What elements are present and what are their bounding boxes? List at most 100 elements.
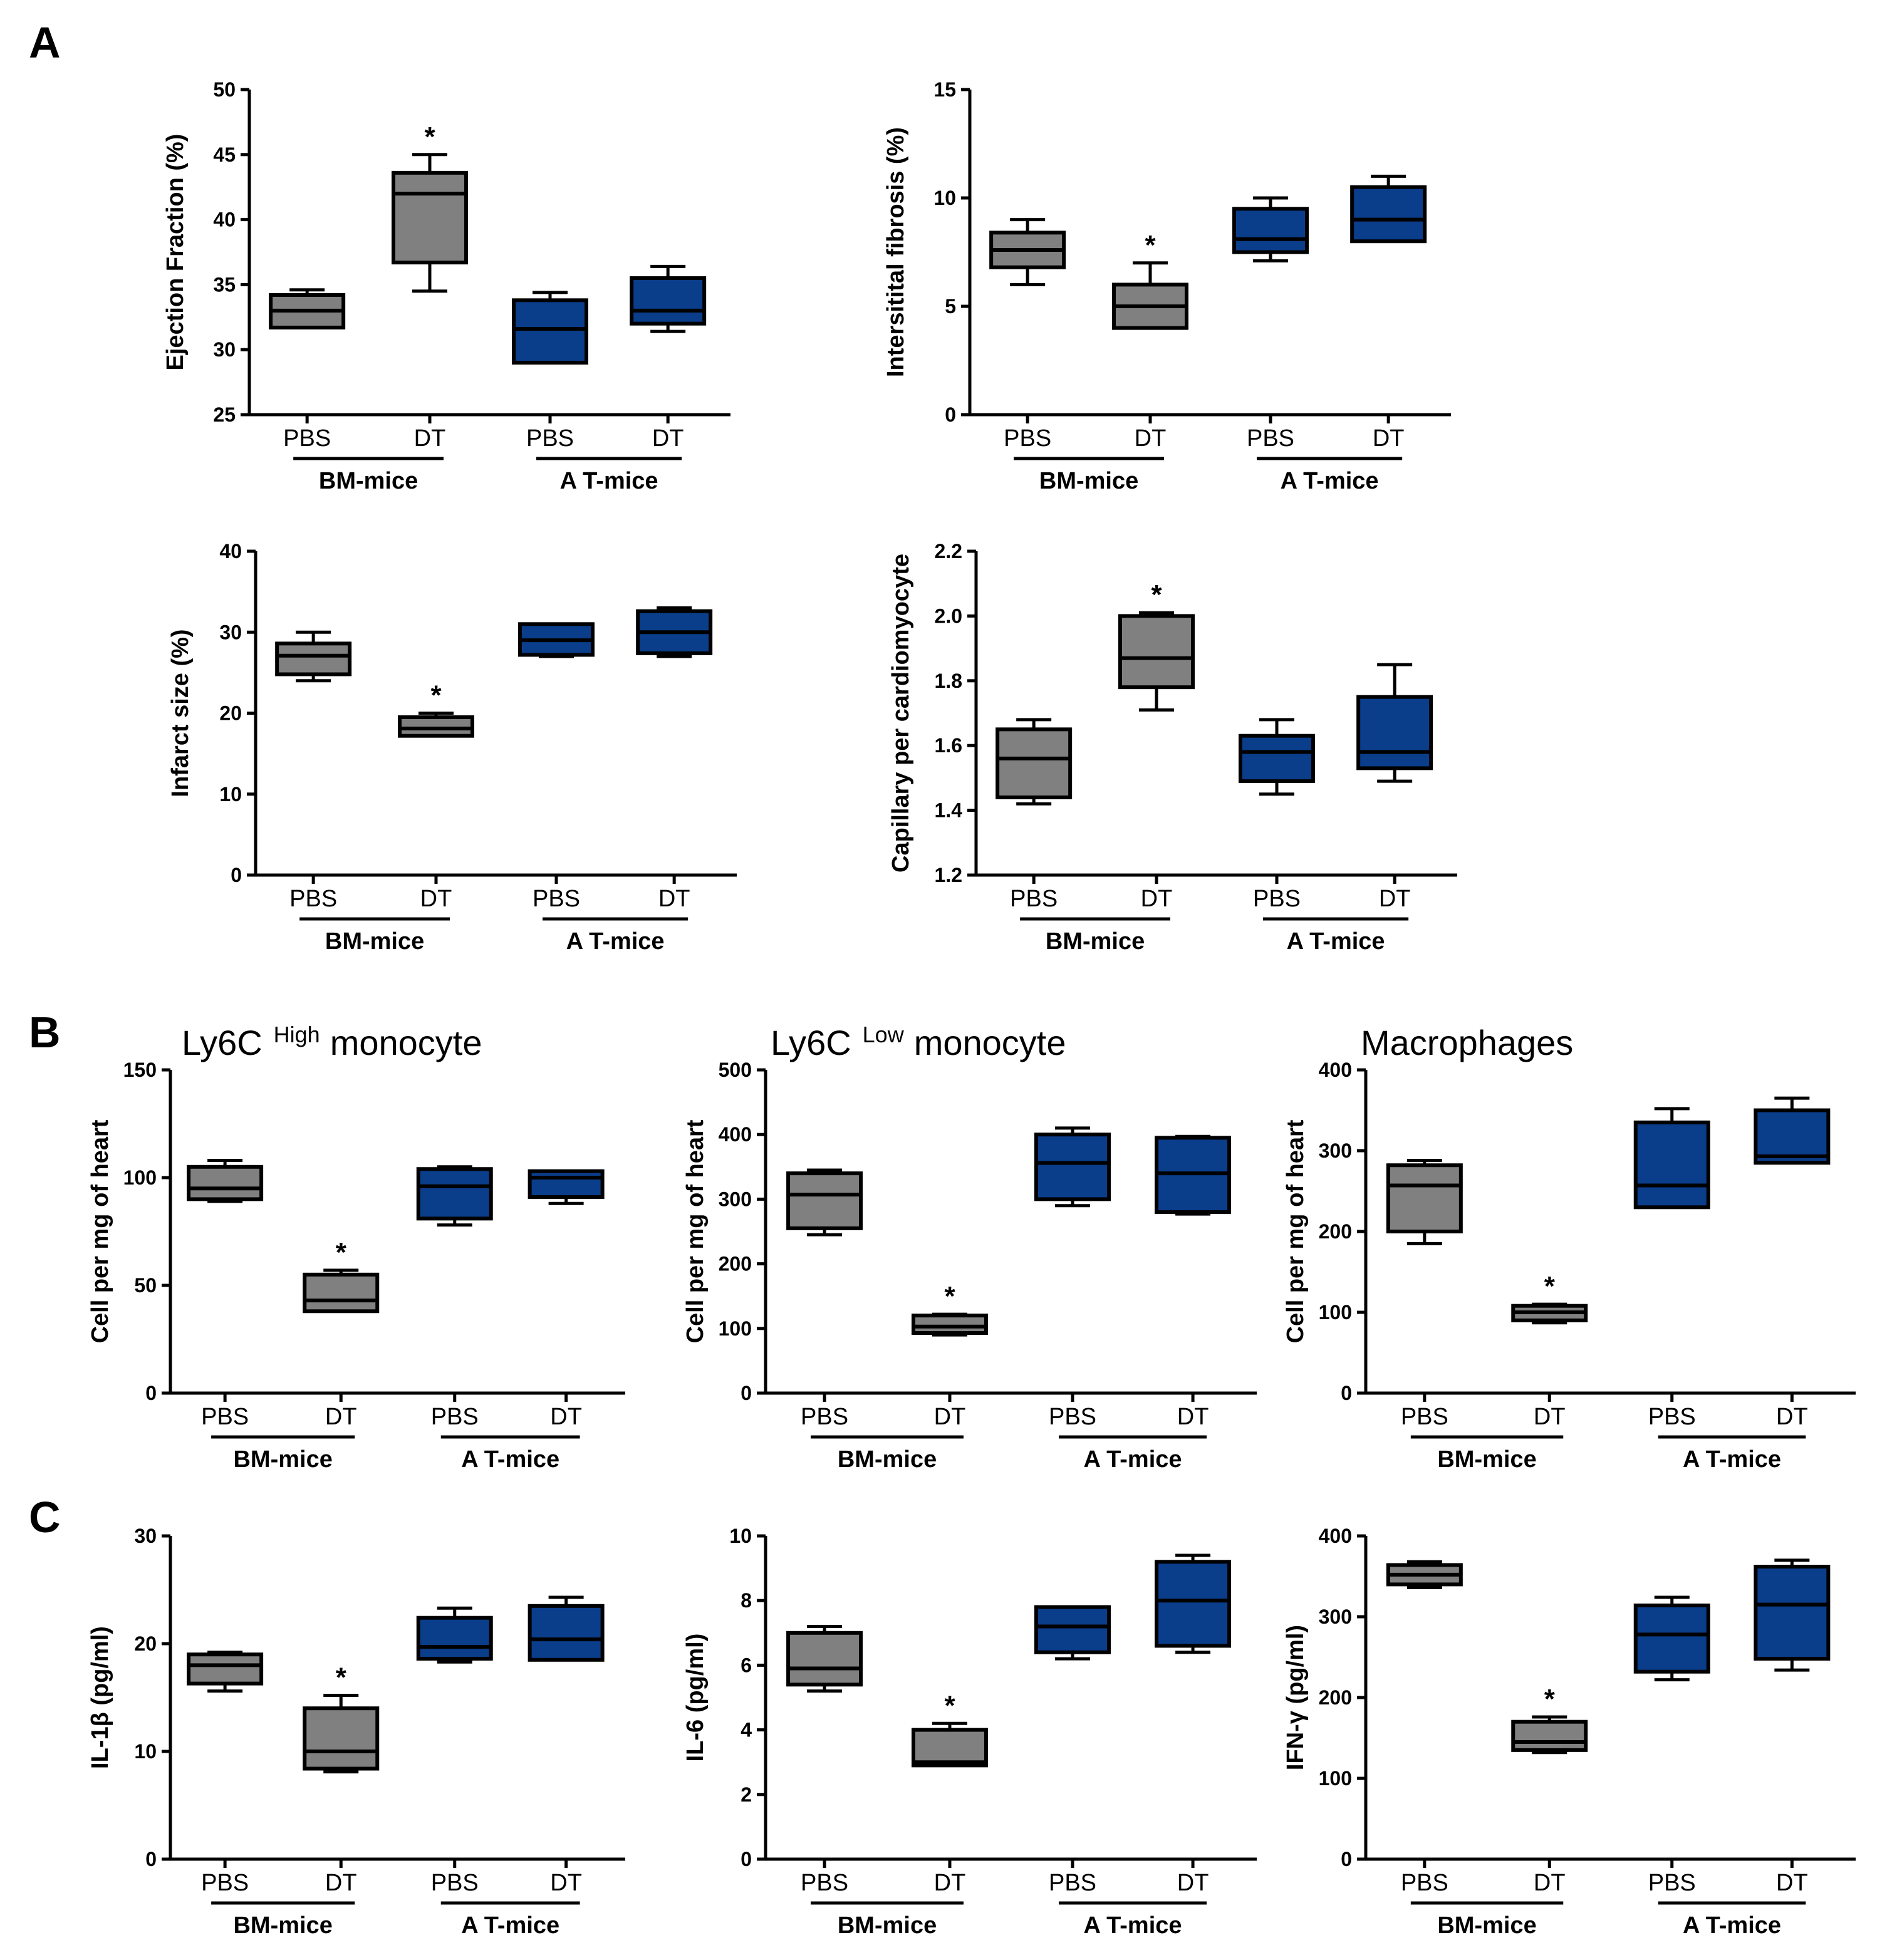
- box-3: [1232, 196, 1309, 262]
- box-3: [512, 291, 588, 365]
- y-tick-label: 1.4: [935, 799, 963, 822]
- category-label: DT: [1776, 1404, 1808, 1430]
- group-label: A T-mice: [566, 928, 665, 955]
- box-iqr: [786, 1631, 863, 1687]
- y-tick-label: 100: [1319, 1301, 1352, 1324]
- box-iqr: [1034, 1133, 1111, 1201]
- category-label: PBS: [201, 1404, 249, 1430]
- box-iqr: [1356, 695, 1433, 770]
- y-tick-label: 50: [134, 1274, 157, 1297]
- significance-mark: *: [944, 1690, 955, 1721]
- y-tick-label: 35: [213, 273, 236, 296]
- chart-2: 0 5 10 15 PBS DT PBS DT BM-mice A T-mice Intersiti…: [883, 78, 1451, 494]
- box-iqr: [912, 1314, 988, 1335]
- category-label: PBS: [1049, 1404, 1096, 1430]
- y-tick-label: 0: [145, 1382, 157, 1404]
- group-label: BM-mice: [1046, 928, 1145, 955]
- chart-7: 0 100 200 300 400 PBS DT PBS DT BM-mice A T-mice Ce…: [1282, 1023, 1856, 1473]
- y-axis-label: Capillary per cardiomyocyte: [888, 554, 914, 873]
- category-label: DT: [1177, 1404, 1209, 1430]
- box-iqr: [187, 1164, 264, 1201]
- box-iqr: [995, 727, 1073, 799]
- box-2: *: [392, 122, 468, 293]
- box-2: *: [1511, 1271, 1588, 1325]
- box-2: *: [398, 680, 474, 738]
- chart-title-superscript: Low: [863, 1022, 905, 1047]
- box-4: [1356, 663, 1433, 783]
- box-iqr: [1633, 1603, 1710, 1674]
- box-iqr: [528, 1604, 605, 1662]
- y-tick-label: 100: [719, 1317, 752, 1340]
- box-iqr: [416, 1615, 493, 1661]
- y-tick-label: 2: [741, 1783, 752, 1806]
- y-tick-label: 50: [213, 78, 236, 101]
- panel-label-a: A: [29, 18, 61, 67]
- box-iqr: [528, 1169, 605, 1199]
- category-label: DT: [420, 886, 452, 912]
- group-label: A T-mice: [1084, 1446, 1182, 1473]
- category-label: PBS: [533, 886, 580, 912]
- significance-mark: *: [1145, 230, 1156, 261]
- box-4: [1754, 1558, 1831, 1672]
- box-2: *: [303, 1237, 380, 1314]
- chart-6: 0 100 200 300 400 500 PBS DT PBS DT BM-mice A T-mic…: [682, 1022, 1257, 1473]
- significance-mark: *: [1544, 1684, 1556, 1714]
- y-tick-label: 2.2: [935, 540, 962, 563]
- category-label: PBS: [201, 1870, 249, 1896]
- significance-mark: *: [430, 680, 442, 711]
- group-label: A T-mice: [461, 1912, 559, 1939]
- group-label: BM-mice: [838, 1912, 937, 1939]
- group-label: BM-mice: [1039, 468, 1138, 494]
- y-tick-label: 200: [719, 1253, 752, 1275]
- box-4: [1754, 1096, 1831, 1165]
- y-tick-label: 10: [933, 187, 956, 209]
- y-tick-label: 10: [729, 1525, 752, 1547]
- box-1: [786, 1624, 863, 1693]
- category-label: PBS: [1648, 1870, 1696, 1896]
- panel-label-b: B: [29, 1008, 61, 1057]
- box-iqr: [303, 1706, 380, 1771]
- group-label: A T-mice: [1084, 1912, 1182, 1939]
- y-tick-label: 20: [219, 702, 242, 725]
- category-label: PBS: [1004, 425, 1051, 452]
- y-tick-label: 30: [213, 338, 236, 361]
- group-label: A T-mice: [1683, 1446, 1781, 1473]
- y-tick-label: 15: [933, 78, 956, 101]
- y-tick-label: 300: [1319, 1605, 1352, 1628]
- y-tick-label: 150: [123, 1059, 157, 1081]
- box-3: [1633, 1107, 1710, 1210]
- y-tick-label: 300: [719, 1188, 752, 1210]
- box-4: [528, 1169, 605, 1205]
- box-3: [416, 1606, 493, 1664]
- box-iqr: [398, 715, 474, 738]
- chart-title: Macrophages: [1361, 1023, 1573, 1062]
- y-tick-label: 400: [719, 1123, 752, 1146]
- category-label: PBS: [801, 1870, 848, 1896]
- box-iqr: [1118, 614, 1195, 690]
- category-label: DT: [1177, 1870, 1209, 1896]
- group-label: A T-mice: [560, 468, 658, 494]
- category-label: DT: [1534, 1404, 1566, 1430]
- box-iqr: [512, 298, 588, 365]
- category-label: PBS: [431, 1404, 479, 1430]
- category-label: PBS: [1401, 1870, 1448, 1896]
- y-tick-label: 300: [1319, 1139, 1352, 1162]
- category-label: DT: [550, 1404, 582, 1430]
- y-tick-label: 1.2: [935, 864, 962, 886]
- group-label: BM-mice: [233, 1912, 332, 1939]
- box-4: [630, 264, 707, 333]
- chart-title-superscript: High: [274, 1022, 320, 1047]
- category-label: DT: [934, 1870, 966, 1896]
- category-label: PBS: [289, 886, 337, 912]
- chart-3: 0 10 20 30 40 PBS DT PBS DT BM-mice A T-mice Infarc…: [167, 540, 737, 955]
- group-label: A T-mice: [1683, 1912, 1781, 1939]
- category-label: DT: [652, 425, 684, 452]
- box-iqr: [630, 276, 707, 326]
- y-tick-label: 10: [219, 783, 242, 806]
- category-label: PBS: [1010, 886, 1058, 912]
- y-tick-label: 0: [741, 1382, 752, 1404]
- box-4: [1155, 1134, 1232, 1216]
- category-label: DT: [934, 1404, 966, 1430]
- group-label: BM-mice: [1437, 1446, 1536, 1473]
- box-1: [1386, 1560, 1463, 1590]
